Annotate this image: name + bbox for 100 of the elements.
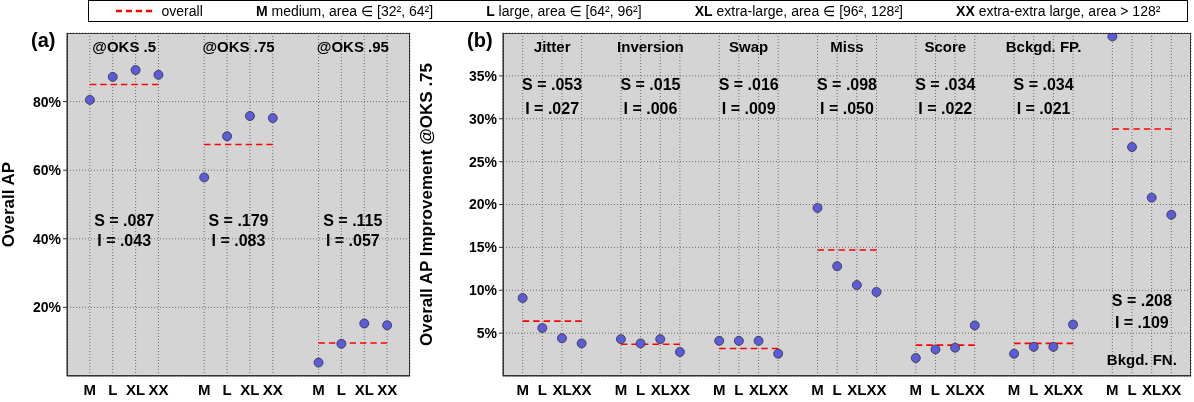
y-tick-label: 35% <box>468 67 498 84</box>
point <box>812 203 823 213</box>
point <box>267 113 278 123</box>
point <box>675 347 685 357</box>
text: M medium, area ∈ [32², 64²] <box>255 3 434 19</box>
y-tick-label: 20% <box>32 299 62 316</box>
y-axis-title: Overall AP Improvement @OKS .75 <box>417 62 437 347</box>
annotation: Bckgd. FP. <box>1005 38 1082 56</box>
annotation: I = .009 <box>721 100 776 118</box>
annotation: S = .034 <box>915 76 976 94</box>
point <box>199 172 210 183</box>
y-tick-label: 80% <box>32 93 62 110</box>
point <box>1107 33 1118 42</box>
point <box>84 94 95 105</box>
point <box>871 287 882 297</box>
point <box>635 338 646 349</box>
annotation: Score <box>924 38 967 56</box>
annotation: I = .109 <box>1113 313 1170 332</box>
point <box>969 320 980 331</box>
point <box>1009 348 1019 359</box>
x-tick-label: L <box>336 380 346 398</box>
point <box>950 342 961 353</box>
annotation: S = .179 <box>207 211 270 230</box>
x-tick-label: XX <box>1161 380 1182 398</box>
x-tick-label: XX <box>262 380 283 398</box>
annotation: S = .087 <box>93 211 156 230</box>
x-tick-label: XL <box>1142 380 1162 398</box>
point <box>107 72 118 82</box>
point <box>336 338 347 349</box>
point <box>1166 209 1177 220</box>
y-tick-label: 30% <box>468 110 498 127</box>
x-tick-label: L <box>222 380 232 398</box>
point <box>753 335 764 346</box>
x-tick-label: M <box>516 380 529 398</box>
y-tick-label: 15% <box>468 239 498 256</box>
point <box>222 131 232 142</box>
point <box>557 333 567 344</box>
annotation: @OKS .5 <box>92 38 157 56</box>
annotation: I = .027 <box>525 100 580 118</box>
y-tick-label: 5% <box>476 325 498 342</box>
annotation: S = .016 <box>718 76 779 94</box>
point <box>851 280 862 291</box>
point <box>910 353 921 363</box>
annotation: @OKS .95 <box>315 38 390 56</box>
point <box>1146 192 1157 203</box>
y-tick-label: 60% <box>32 162 62 179</box>
chart-title: (b) <box>467 29 493 52</box>
point <box>930 344 941 355</box>
x-tick-label: XX <box>1063 380 1084 398</box>
point <box>576 338 587 349</box>
point <box>153 69 164 80</box>
x-tick-label: L <box>1127 380 1137 398</box>
point <box>245 111 255 121</box>
point <box>130 65 141 75</box>
annotation: I = .006 <box>623 100 678 118</box>
annotation: I = .022 <box>918 100 973 118</box>
x-tick-label: XX <box>669 380 690 398</box>
x-tick-label: M <box>909 380 923 398</box>
x-tick-label: M <box>312 380 325 398</box>
text: XX extra-extra large, area > 128² <box>956 3 1161 19</box>
x-tick-label: XX <box>964 380 985 398</box>
point <box>714 335 725 346</box>
annotation: I = .057 <box>325 232 380 250</box>
text: XL extra-large, area ∈ [96², 128²] <box>694 3 903 19</box>
x-tick-label: XL <box>552 380 572 398</box>
x-tick-label: M <box>614 380 628 398</box>
x-tick-label: XL <box>126 380 146 398</box>
y-axis-title: Overall AP <box>0 161 19 248</box>
point <box>773 348 784 359</box>
point <box>655 334 666 345</box>
annotation: I = .021 <box>1016 100 1071 118</box>
x-tick-label: XX <box>377 380 398 398</box>
x-tick-label: XX <box>148 380 169 398</box>
x-tick-label: XL <box>945 380 965 398</box>
chart-title: (a) <box>31 29 56 52</box>
point <box>616 334 626 345</box>
x-tick-label: L <box>1029 380 1039 398</box>
annotation: Swap <box>729 38 769 56</box>
x-tick-label: XX <box>571 380 592 398</box>
x-tick-label: L <box>537 380 547 398</box>
x-tick-label: XX <box>866 380 887 398</box>
annotation: S = .053 <box>522 76 583 94</box>
x-tick-label: M <box>83 380 97 398</box>
x-tick-label: XL <box>354 380 374 398</box>
x-tick-label: L <box>636 380 646 398</box>
x-tick-label: XL <box>847 380 867 398</box>
y-tick-label: 40% <box>32 230 62 247</box>
y-tick-label: 25% <box>468 153 498 170</box>
x-tick-label: L <box>832 380 842 398</box>
point <box>359 318 370 329</box>
annotation: Bkgd. FN. <box>1105 350 1178 368</box>
x-tick-label: XL <box>748 380 769 398</box>
annotation: Jitter <box>533 38 571 56</box>
annotation: Inversion <box>616 38 685 56</box>
y-tick-label: 20% <box>468 196 498 213</box>
x-tick-label: L <box>108 380 118 398</box>
x-tick-label: M <box>712 380 726 398</box>
point <box>1028 341 1039 352</box>
point <box>832 261 843 272</box>
annotation: @OKS .75 <box>201 38 276 56</box>
